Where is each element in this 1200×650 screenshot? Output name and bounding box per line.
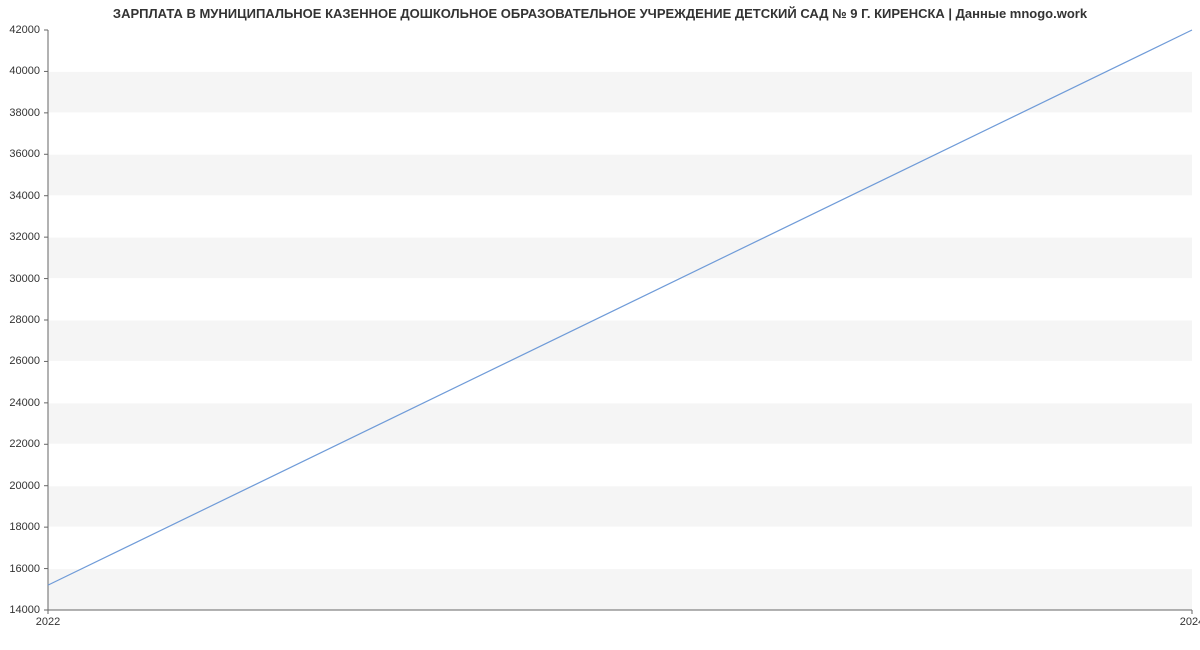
y-tick-label: 32000 bbox=[0, 231, 40, 243]
y-tick-label: 22000 bbox=[0, 438, 40, 450]
y-tick-label: 42000 bbox=[0, 24, 40, 36]
chart-plot bbox=[0, 0, 1200, 650]
x-tick-label: 2022 bbox=[36, 616, 60, 628]
y-tick-label: 38000 bbox=[0, 107, 40, 119]
y-tick-label: 36000 bbox=[0, 148, 40, 160]
chart-container: ЗАРПЛАТА В МУНИЦИПАЛЬНОЕ КАЗЕННОЕ ДОШКОЛ… bbox=[0, 0, 1200, 650]
x-tick-label: 2024 bbox=[1180, 616, 1200, 628]
y-tick-label: 30000 bbox=[0, 273, 40, 285]
y-tick-label: 40000 bbox=[0, 65, 40, 77]
y-tick-label: 20000 bbox=[0, 480, 40, 492]
y-tick-label: 34000 bbox=[0, 190, 40, 202]
y-tick-label: 14000 bbox=[0, 604, 40, 616]
y-tick-label: 28000 bbox=[0, 314, 40, 326]
y-tick-label: 16000 bbox=[0, 563, 40, 575]
y-tick-label: 26000 bbox=[0, 355, 40, 367]
y-tick-label: 18000 bbox=[0, 521, 40, 533]
y-tick-label: 24000 bbox=[0, 397, 40, 409]
